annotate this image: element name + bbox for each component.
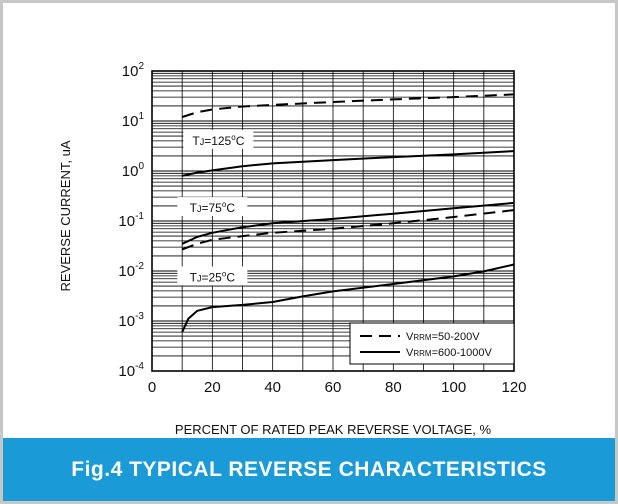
series-line-dashed — [181, 209, 515, 251]
y-tick-label: 10-2 — [118, 261, 144, 280]
series-line-dashed — [181, 93, 515, 118]
y-tick-label: 102 — [122, 61, 145, 80]
legend-box — [349, 322, 515, 365]
x-tick-label: 80 — [385, 379, 402, 396]
y-axis-title: REVERSE CURRENT, uA — [58, 140, 73, 291]
x-tick-label: 120 — [501, 379, 526, 396]
figure-caption-bar: Fig.4 TYPICAL REVERSE CHARACTERISTICS — [3, 438, 615, 501]
x-tick-label: 40 — [264, 379, 281, 396]
y-tick-label: 10-4 — [118, 361, 144, 380]
legend: VRRM=50-200V VRRM=600-1000V — [349, 322, 515, 365]
x-tick-label: 20 — [204, 379, 221, 396]
temperature-label: TJ=75oC — [190, 200, 236, 215]
annotation-bg — [183, 129, 254, 149]
legend-label: VRRM=50-200V — [406, 331, 480, 343]
series-line-solid — [181, 201, 515, 245]
series-line-solid — [181, 263, 515, 333]
y-tick-label: 10-1 — [118, 211, 144, 230]
plot-frame — [151, 70, 515, 372]
x-tick-label: 0 — [148, 379, 156, 396]
annotation-group: TJ=125oC TJ=75oC TJ=25oC — [177, 129, 254, 286]
legend-label: VRRM=600-1000V — [406, 347, 492, 359]
series-group — [181, 93, 515, 333]
tick-labels: 0 20 40 60 80 100 120 102 101 100 10-1 10-2 10-3 10-4 — [118, 61, 526, 396]
y-tick-label: 10-3 — [118, 311, 144, 330]
temperature-label: TJ=25oC — [190, 269, 236, 284]
y-tick-label: 101 — [122, 111, 145, 130]
figure-caption: Fig.4 TYPICAL REVERSE CHARACTERISTICS — [71, 458, 547, 481]
x-tick-label: 60 — [325, 379, 342, 396]
x-tick-label: 100 — [441, 379, 466, 396]
temperature-label: TJ=125oC — [192, 133, 244, 148]
annotation-bg — [177, 197, 248, 217]
annotation-bg — [177, 266, 248, 286]
series-line-solid — [181, 150, 515, 177]
x-axis-title: PERCENT OF RATED PEAK REVERSE VOLTAGE, % — [175, 422, 492, 437]
y-tick-label: 100 — [122, 161, 145, 180]
